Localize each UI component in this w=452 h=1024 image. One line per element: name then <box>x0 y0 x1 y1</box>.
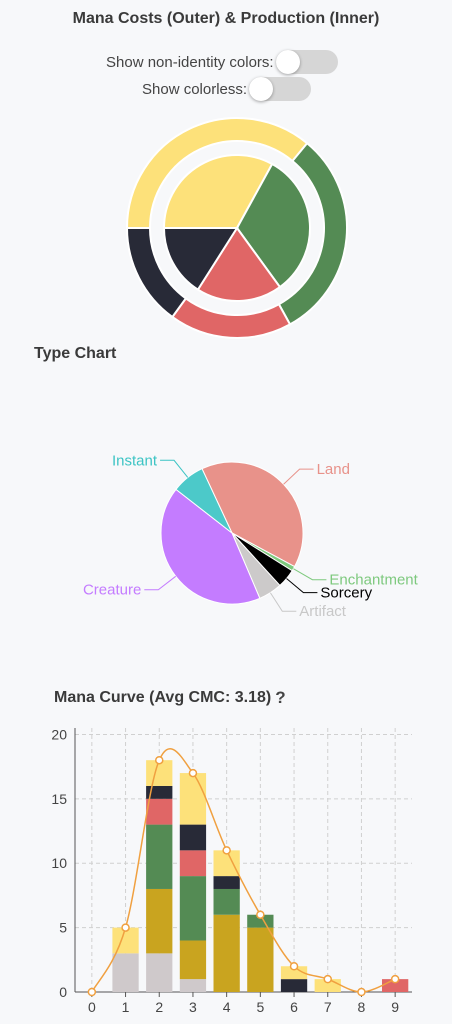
toggle-knob <box>275 50 300 74</box>
pie-slice-land[interactable] <box>201 461 304 568</box>
bar-segment-colorless[interactable] <box>146 953 173 992</box>
pie-label-creature: Creature <box>83 582 141 599</box>
pie-leader-line <box>293 568 327 581</box>
x-tick-label: 1 <box>122 999 130 1015</box>
pie-leader-line <box>283 468 314 485</box>
x-tick-label: 4 <box>223 999 231 1015</box>
pie-label-instant: Instant <box>112 452 158 469</box>
bar-segment-gold[interactable] <box>146 888 173 954</box>
x-tick-label: 3 <box>189 999 197 1015</box>
pie-leader-line <box>144 575 177 591</box>
total-curve-point[interactable] <box>390 974 400 984</box>
total-curve-point[interactable] <box>188 768 198 778</box>
x-tick-label: 5 <box>256 999 264 1015</box>
total-curve-point[interactable] <box>87 987 97 997</box>
pie-slice-creature[interactable] <box>160 488 261 605</box>
bar-segment-green[interactable] <box>247 914 274 928</box>
inner-slice-white[interactable] <box>162 154 274 229</box>
total-curve-point[interactable] <box>256 910 265 919</box>
bar-segment-gold[interactable] <box>213 914 240 992</box>
toggle-non-identity-row: Show non-identity colors: <box>106 50 338 74</box>
total-curve-point[interactable] <box>289 961 299 971</box>
toggle-colorless-label: Show colorless: <box>142 80 248 98</box>
bar-segment-colorless[interactable] <box>112 953 139 992</box>
pie-label-enchantment: Enchantment <box>329 572 418 589</box>
outer-slice-red[interactable] <box>170 296 292 339</box>
bar-segment-white[interactable] <box>146 760 173 786</box>
mana-curve-title-text: Mana Curve (Avg CMC: 3.18) <box>54 689 272 706</box>
x-tick-label: 9 <box>391 999 399 1015</box>
x-tick-label: 2 <box>155 999 163 1015</box>
type-chart-title: Type Chart <box>34 345 117 362</box>
pie-slice-instant[interactable] <box>175 467 233 534</box>
total-curve-point[interactable] <box>357 987 366 997</box>
y-tick-label: 10 <box>51 855 67 871</box>
toggle-non-identity-switch[interactable] <box>275 50 338 74</box>
mana-donut-chart <box>125 117 348 339</box>
bar-segment-colorless[interactable] <box>179 979 207 992</box>
pie-label-sorcery: Sorcery <box>320 585 372 602</box>
bar-segment-green[interactable] <box>179 876 207 941</box>
bar-segment-white[interactable] <box>112 927 139 954</box>
mana-curve-title: Mana Curve (Avg CMC: 3.18) ? <box>54 688 286 708</box>
total-curve-point[interactable] <box>323 974 332 984</box>
pie-leader-line <box>286 578 318 594</box>
bar-segment-black2[interactable] <box>146 785 173 799</box>
x-tick-label: 0 <box>88 999 96 1015</box>
pie-label-land: Land <box>317 461 350 478</box>
bar-segment-gold[interactable] <box>179 940 207 980</box>
toggle-non-identity-label: Show non-identity colors: <box>106 53 274 71</box>
y-tick-label: 5 <box>59 920 67 936</box>
x-tick-label: 6 <box>290 999 298 1015</box>
inner-slice-black[interactable] <box>162 227 239 292</box>
bar-segment-white[interactable] <box>280 966 308 980</box>
x-tick-label: 7 <box>324 999 332 1015</box>
toggle-colorless-switch[interactable] <box>249 77 312 101</box>
bar-segment-red[interactable] <box>179 850 207 877</box>
toggle-knob <box>249 77 274 101</box>
x-tick-label: 8 <box>358 999 366 1015</box>
bar-segment-black2[interactable] <box>179 824 207 851</box>
toggle-colorless-row: Show colorless: <box>142 77 312 101</box>
total-curve-point[interactable] <box>222 846 231 855</box>
inner-slice-red[interactable] <box>196 226 282 302</box>
bar-segment-gold[interactable] <box>247 927 274 992</box>
total-curve-point[interactable] <box>121 923 130 932</box>
mana-curve-chart: 0 5 10 15 20 0 1 2 3 4 5 6 7 8 9 <box>51 726 412 1015</box>
y-tick-label: 20 <box>51 726 67 742</box>
pie-label-artifact: Artifact <box>299 603 347 620</box>
bar-segment-black[interactable] <box>213 876 240 889</box>
bar-segment-green[interactable] <box>213 888 240 915</box>
bar-segment-white[interactable] <box>179 773 207 825</box>
y-tick-label: 15 <box>51 791 67 807</box>
outer-slice-black[interactable] <box>125 227 188 319</box>
bar-segment-white[interactable] <box>213 850 240 877</box>
total-curve-point[interactable] <box>155 755 164 765</box>
pie-leader-line <box>160 459 189 478</box>
bar-segment-red[interactable] <box>146 798 173 825</box>
question-mark-icon[interactable]: ? <box>275 688 286 707</box>
inner-slice-green[interactable] <box>235 162 311 289</box>
bar-segment-black[interactable] <box>280 979 308 992</box>
pie-leader-line <box>269 592 297 612</box>
bar-segment-green[interactable] <box>146 824 173 889</box>
y-tick-label: 0 <box>59 984 67 1000</box>
mana-chart-title: Mana Costs (Outer) & Production (Inner) <box>72 10 380 27</box>
